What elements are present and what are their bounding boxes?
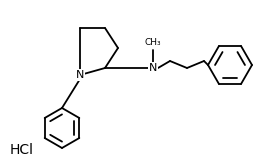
Text: HCl: HCl xyxy=(10,143,34,157)
Text: N: N xyxy=(76,70,84,80)
Text: N: N xyxy=(149,63,157,73)
Text: CH₃: CH₃ xyxy=(145,38,161,47)
